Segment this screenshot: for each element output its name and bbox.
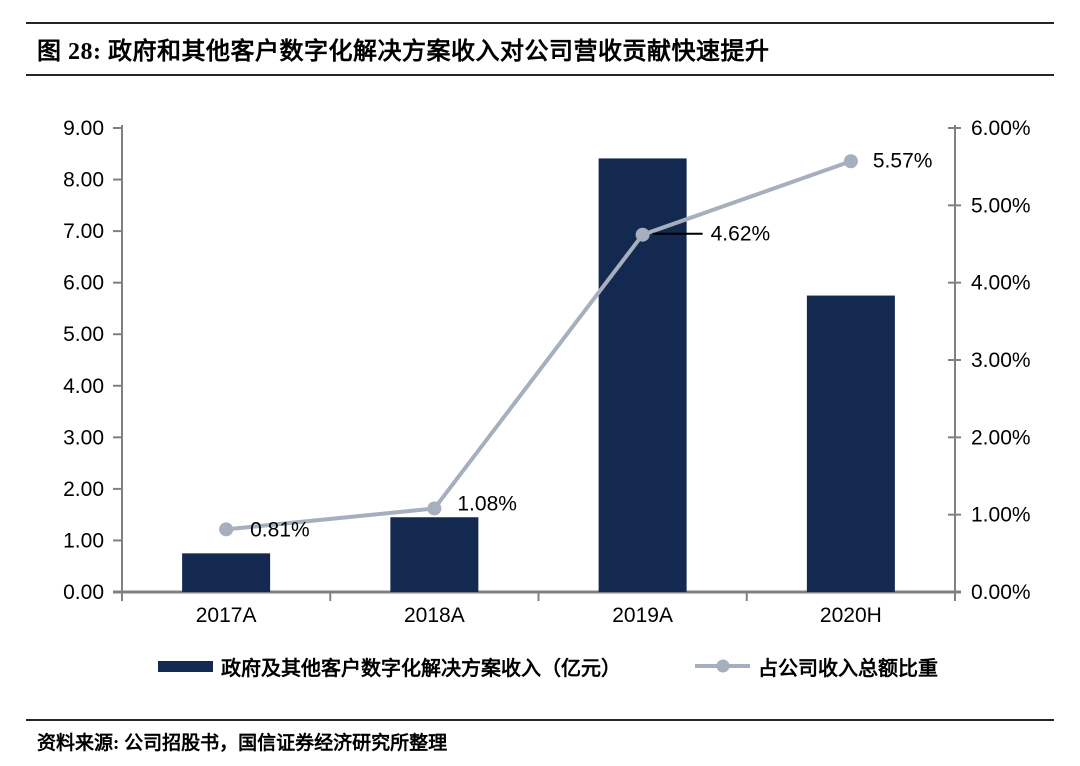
y-right-tick-label: 4.00% xyxy=(971,272,1031,295)
legend-item-line-series: 占公司收入总额比重 xyxy=(695,655,938,680)
bar-2017A xyxy=(182,553,271,592)
line-point-2018A xyxy=(427,501,442,516)
bar-series-swatch-icon xyxy=(158,660,213,672)
y-right-tick-label: 1.00% xyxy=(971,504,1031,527)
legend-item-bar-series: 政府及其他客户数字化解决方案收入（亿元） xyxy=(158,655,621,680)
source-note: 资料来源: 公司招股书，国信证券经济研究所整理 xyxy=(37,733,448,754)
figure-title: 图 28: 政府和其他客户数字化解决方案收入对公司营收贡献快速提升 xyxy=(37,39,770,65)
top-rule xyxy=(26,22,1054,24)
y-left-tick-label: 5.00 xyxy=(63,323,104,346)
data-label-2018A: 1.08% xyxy=(457,492,517,515)
y-left-tick-label: 0.00 xyxy=(63,581,104,604)
y-right-tick-label: 6.00% xyxy=(971,117,1031,140)
y-left-tick-label: 2.00 xyxy=(63,478,104,501)
data-label-2019A: 4.62% xyxy=(711,223,771,246)
x-category-label-2018A: 2018A xyxy=(404,604,465,627)
line-series-swatch-icon xyxy=(695,659,750,673)
y-left-tick-label: 1.00 xyxy=(63,529,104,552)
bar-2018A xyxy=(390,517,479,592)
y-left-tick-label: 8.00 xyxy=(63,169,104,192)
ratio-line xyxy=(225,159,852,532)
y-right-tick-label: 2.00% xyxy=(971,426,1031,449)
y-left-tick-label: 9.00 xyxy=(63,117,104,140)
line-point-2017A xyxy=(219,522,234,537)
y-right-tick-label: 5.00% xyxy=(971,194,1031,217)
bar-2020H xyxy=(806,295,895,592)
y-left-tick-label: 6.00 xyxy=(63,272,104,295)
x-category-label-2019A: 2019A xyxy=(612,604,673,627)
y-left-tick-label: 4.00 xyxy=(63,375,104,398)
legend-label-bar-series: 政府及其他客户数字化解决方案收入（亿元） xyxy=(221,657,621,680)
x-category-label-2020H: 2020H xyxy=(820,604,882,627)
line-marker-icon xyxy=(716,659,729,673)
legend-label-line-series: 占公司收入总额比重 xyxy=(758,657,938,680)
y-right-tick-label: 3.00% xyxy=(971,349,1031,372)
y-right-tick-label: 0.00% xyxy=(971,581,1031,604)
title-divider-rule xyxy=(26,74,1054,76)
x-category-label-2017A: 2017A xyxy=(196,604,257,627)
data-label-2017A: 0.81% xyxy=(250,518,310,541)
line-point-2020H xyxy=(843,154,858,169)
line-point-2019A xyxy=(635,227,650,242)
y-left-tick-label: 3.00 xyxy=(63,426,104,449)
bottom-rule xyxy=(26,719,1054,721)
data-label-2020H: 5.57% xyxy=(873,149,933,172)
y-left-tick-label: 7.00 xyxy=(63,220,104,243)
